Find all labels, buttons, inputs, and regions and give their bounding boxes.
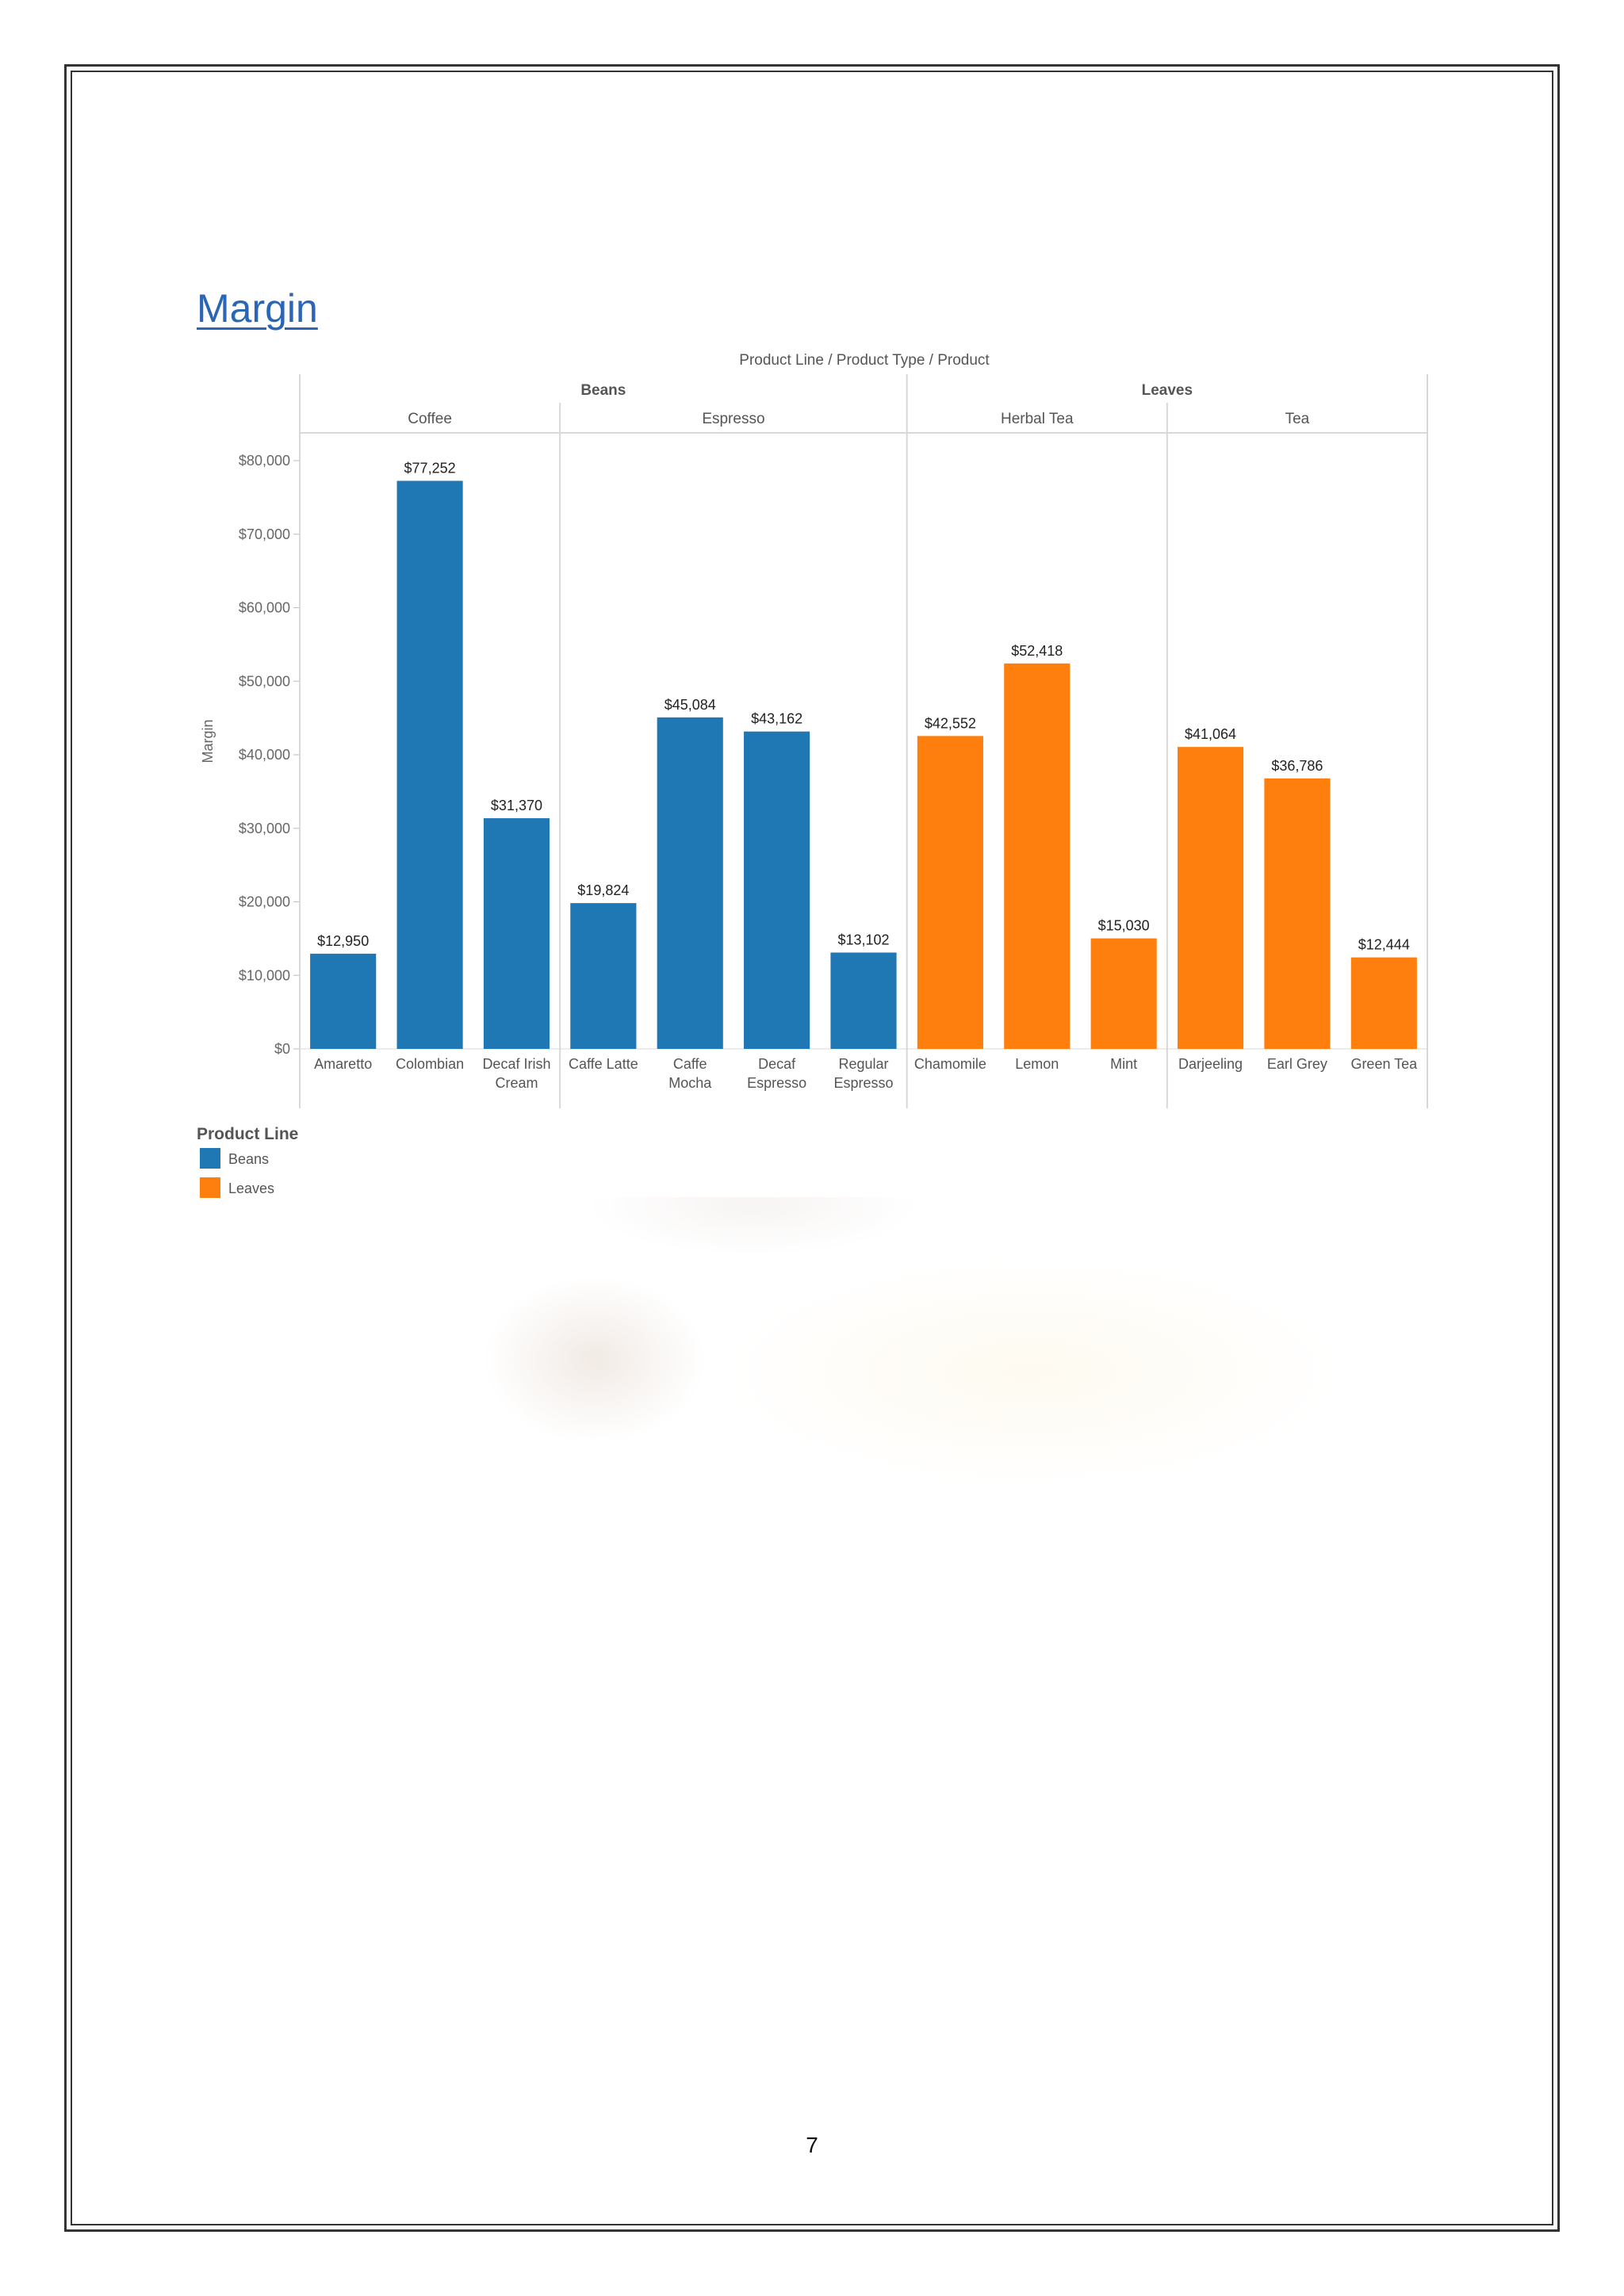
bar bbox=[1350, 957, 1417, 1049]
x-tick-label: Caffe bbox=[673, 1056, 707, 1072]
product-type-header: Herbal Tea bbox=[1001, 411, 1074, 427]
product-line-header: Beans bbox=[580, 382, 626, 399]
bar bbox=[744, 731, 810, 1049]
y-tick-label: $60,000 bbox=[239, 600, 290, 616]
page-border-outer bbox=[64, 64, 1560, 2232]
page-border-inner bbox=[71, 71, 1553, 2225]
legend-title: Product Line bbox=[197, 1125, 298, 1143]
x-tick-label: Green Tea bbox=[1350, 1056, 1418, 1072]
product-type-header: Coffee bbox=[408, 411, 452, 427]
y-tick-label: $40,000 bbox=[239, 747, 290, 763]
y-tick-label: $0 bbox=[274, 1041, 290, 1057]
x-tick-label: Decaf bbox=[758, 1056, 796, 1072]
x-tick-label: Caffe Latte bbox=[569, 1056, 638, 1072]
x-tick-label: Earl Grey bbox=[1267, 1056, 1327, 1072]
bar-value-label: $42,552 bbox=[925, 715, 976, 731]
x-tick-label: Regular bbox=[838, 1056, 888, 1072]
bar bbox=[570, 903, 637, 1049]
chart-title: Product Line / Product Type / Product bbox=[739, 352, 990, 369]
bar bbox=[830, 952, 897, 1049]
bar-value-label: $41,064 bbox=[1185, 726, 1236, 742]
y-tick-label: $80,000 bbox=[239, 453, 290, 469]
legend-swatch bbox=[200, 1177, 220, 1198]
x-tick-label: Chamomile bbox=[914, 1056, 986, 1072]
x-tick-label: Mocha bbox=[668, 1075, 712, 1091]
section-heading[interactable]: Margin bbox=[197, 286, 318, 331]
x-tick-label: Amaretto bbox=[314, 1056, 372, 1072]
bar-value-label: $19,824 bbox=[577, 882, 629, 898]
bar-value-label: $45,084 bbox=[665, 697, 716, 713]
x-tick-label: Colombian bbox=[396, 1056, 464, 1072]
x-tick-label: Cream bbox=[495, 1075, 538, 1091]
bar bbox=[1264, 778, 1331, 1049]
bar-value-label: $77,252 bbox=[404, 460, 456, 476]
bar-value-label: $52,418 bbox=[1011, 643, 1063, 659]
bar bbox=[483, 818, 550, 1049]
product-type-header: Tea bbox=[1285, 411, 1310, 427]
y-tick-label: $20,000 bbox=[239, 894, 290, 910]
bar bbox=[917, 736, 983, 1049]
y-axis-label: Margin bbox=[200, 719, 216, 763]
y-tick-label: $50,000 bbox=[239, 673, 290, 689]
bar-value-label: $36,786 bbox=[1271, 758, 1323, 774]
x-tick-label: Darjeeling bbox=[1178, 1056, 1243, 1072]
legend-label: Leaves bbox=[228, 1181, 274, 1196]
bar-value-label: $12,950 bbox=[317, 933, 369, 949]
product-line-header: Leaves bbox=[1142, 382, 1193, 399]
page-number: 7 bbox=[806, 2133, 818, 2157]
bar bbox=[1004, 663, 1071, 1049]
bar bbox=[1090, 938, 1157, 1049]
margin-bar-chart: Product Line / Product Type / Product Mar… bbox=[197, 352, 1428, 1198]
bar-value-label: $43,162 bbox=[751, 711, 802, 727]
y-tick-label: $70,000 bbox=[239, 526, 290, 542]
x-tick-label: Espresso bbox=[833, 1075, 893, 1091]
bar-value-label: $13,102 bbox=[837, 932, 889, 947]
bar-value-label: $12,444 bbox=[1358, 937, 1410, 953]
legend-swatch bbox=[200, 1148, 220, 1169]
x-tick-label: Espresso bbox=[747, 1075, 806, 1091]
y-tick-label: $10,000 bbox=[239, 967, 290, 983]
product-type-header: Espresso bbox=[702, 411, 764, 427]
bar bbox=[657, 717, 723, 1049]
x-tick-label: Decaf Irish bbox=[482, 1056, 550, 1072]
x-tick-label: Lemon bbox=[1015, 1056, 1059, 1072]
bar bbox=[396, 480, 463, 1049]
bar bbox=[310, 953, 377, 1049]
x-tick-label: Mint bbox=[1110, 1056, 1137, 1072]
y-tick-label: $30,000 bbox=[239, 821, 290, 836]
bar bbox=[1177, 747, 1244, 1049]
bar-value-label: $31,370 bbox=[491, 798, 542, 813]
legend-label: Beans bbox=[228, 1151, 269, 1167]
bar-value-label: $15,030 bbox=[1098, 918, 1150, 934]
